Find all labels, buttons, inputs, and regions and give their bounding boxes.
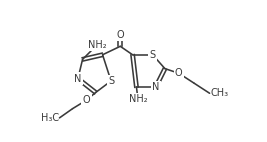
Text: NH₂: NH₂ [88,40,107,50]
Text: O: O [175,68,183,78]
Text: N: N [152,82,159,92]
Text: H₃C: H₃C [41,113,59,123]
Text: NH₂: NH₂ [129,94,147,104]
Text: O: O [116,30,124,40]
Text: S: S [150,50,156,60]
Text: O: O [83,95,90,105]
Text: CH₃: CH₃ [210,88,229,98]
Text: S: S [108,76,114,86]
Text: N: N [74,74,82,84]
